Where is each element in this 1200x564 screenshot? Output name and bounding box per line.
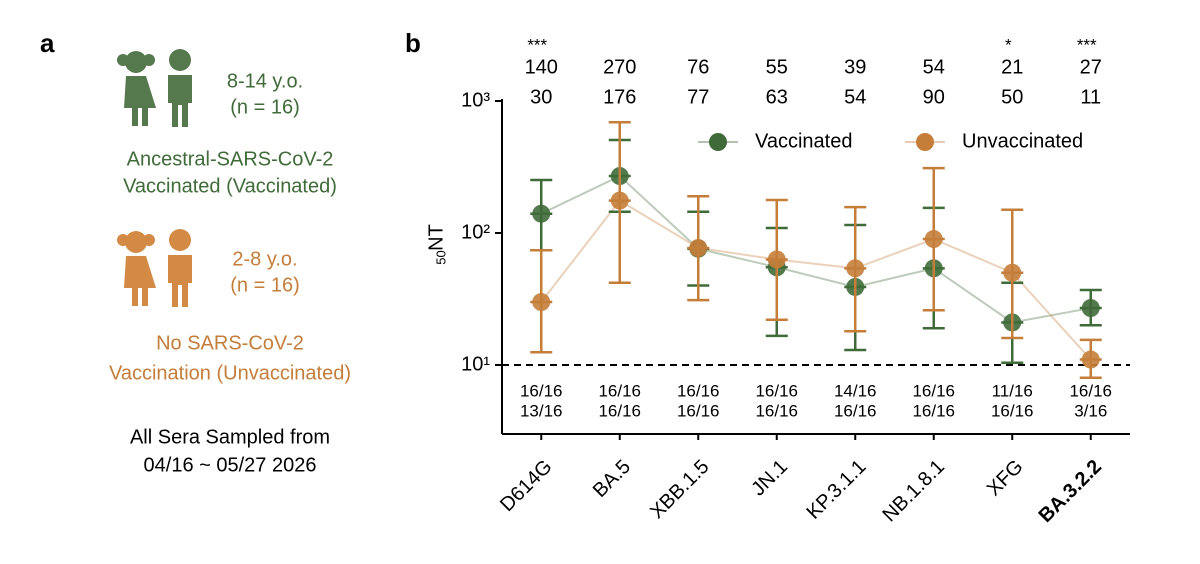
value-label: 54 [844, 86, 866, 108]
legend-marker [916, 133, 934, 151]
value-label: 39 [844, 56, 866, 78]
significance: * [1005, 35, 1012, 54]
group-desc: Vaccination (Unvaccinated) [109, 362, 351, 384]
positive-label: 3/16 [1074, 401, 1107, 420]
legend-label: Unvaccinated [962, 130, 1083, 152]
positive-label: 16/16 [520, 381, 563, 400]
x-tick-label: JN.1 [747, 456, 792, 501]
positive-label: 16/16 [677, 381, 720, 400]
value-label: 11 [1080, 86, 1101, 108]
series-line [540, 174, 1091, 324]
positive-label: 16/16 [598, 401, 641, 420]
value-label: 77 [687, 86, 709, 108]
value-label: 55 [766, 56, 788, 78]
group-age: 2-8 y.o. [232, 248, 297, 270]
x-tick-label: KP.3.1.1 [803, 456, 871, 524]
group-desc: Ancestral-SARS-CoV-2 [127, 148, 334, 170]
group-n: (n = 16) [230, 274, 299, 296]
x-tick-label: NB.1.8.1 [878, 456, 949, 527]
group-desc: No SARS-CoV-2 [156, 332, 304, 354]
positive-label: 16/16 [755, 381, 798, 400]
value-label: 140 [525, 56, 558, 78]
group-desc: Vaccinated (Vaccinated) [123, 175, 337, 197]
panel-label: b [405, 28, 421, 58]
positive-label: 16/16 [912, 381, 955, 400]
positive-label: 16/16 [834, 401, 877, 420]
legend-marker [709, 133, 727, 151]
value-label: 90 [923, 86, 945, 108]
value-label: 176 [603, 86, 636, 108]
positive-label: 16/16 [677, 401, 720, 420]
icon-children-unvaccinated [117, 229, 192, 307]
series-line [540, 199, 1092, 361]
value-label: 63 [766, 86, 788, 108]
positive-label: 16/16 [1069, 381, 1112, 400]
legend-label: Vaccinated [755, 130, 852, 152]
icon-children-vaccinated [117, 49, 192, 127]
significance: *** [1077, 35, 1097, 54]
y-tick-label: 10³ [461, 89, 490, 111]
positive-label: 13/16 [520, 401, 563, 420]
value-label: 27 [1080, 56, 1102, 78]
positive-label: 16/16 [991, 401, 1034, 420]
positive-label: 16/16 [755, 401, 798, 420]
y-axis-label-sub: 50 [433, 250, 448, 264]
x-tick-label: BA.5 [589, 456, 635, 502]
x-tick-label: BA.3.2.2 [1035, 456, 1106, 527]
group-n: (n = 16) [230, 96, 299, 118]
x-tick-label: XBB.1.5 [646, 456, 713, 523]
value-label: 76 [687, 56, 709, 78]
group-age: 8-14 y.o. [227, 70, 303, 92]
positive-label: 11/16 [992, 381, 1033, 400]
positive-label: 16/16 [912, 401, 955, 420]
value-label: 30 [530, 86, 552, 108]
y-axis-label: NT [425, 224, 447, 251]
value-label: 50 [1001, 86, 1023, 108]
footer-text: 04/16 ~ 05/27 2026 [144, 454, 317, 476]
positive-label: 16/16 [598, 381, 641, 400]
x-tick-label: D614G [496, 456, 556, 516]
value-label: 270 [603, 56, 636, 78]
footer-text: All Sera Sampled from [130, 426, 330, 448]
value-label: 54 [923, 56, 945, 78]
y-tick-label: 10¹ [461, 353, 490, 375]
y-tick-label: 10² [461, 221, 490, 243]
panel-label: a [40, 28, 55, 58]
significance: *** [527, 35, 547, 54]
x-tick-label: XFG [983, 456, 1028, 501]
positive-label: 14/16 [834, 381, 877, 400]
value-label: 21 [1001, 56, 1023, 78]
